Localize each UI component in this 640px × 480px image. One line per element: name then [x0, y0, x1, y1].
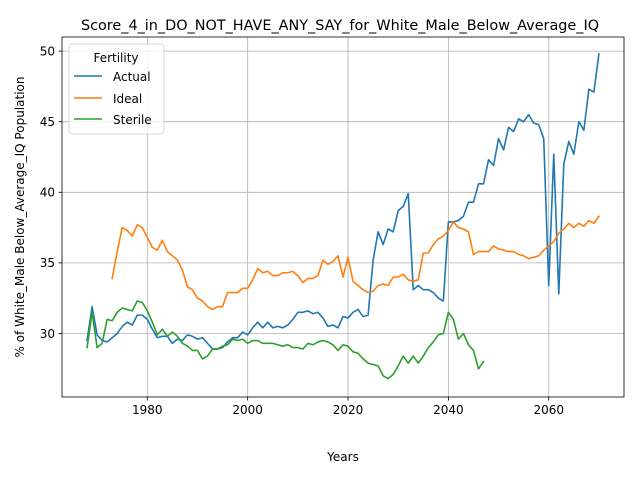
legend-entry-sterile: Sterile [113, 113, 152, 127]
series-line-ideal [111, 215, 601, 311]
legend-title: Fertility [93, 51, 138, 65]
legend-entry-ideal: Ideal [113, 92, 142, 106]
plot-frame [61, 36, 625, 398]
y-axis-label: % of White_Male Below_Average_IQ Populat… [13, 77, 27, 358]
y-tick-label: 40 [40, 186, 55, 200]
chart-title: Score_4_in_DO_NOT_HAVE_ANY_SAY_for_White… [81, 18, 599, 34]
x-axis-label: Years [326, 450, 359, 464]
x-tick-label: 1980 [132, 403, 163, 417]
x-tick-label: 2020 [333, 403, 364, 417]
series-line-actual [86, 53, 600, 350]
x-axis: 1980 2000 2020 2040 2060 [132, 397, 564, 417]
x-tick-label: 2040 [433, 403, 464, 417]
legend-box [68, 43, 165, 135]
y-axis: 30 35 40 45 50 [40, 44, 62, 341]
x-tick-label: 2000 [232, 403, 263, 417]
x-tick-label: 2060 [533, 403, 564, 417]
legend: Fertility Actual Ideal Sterile [68, 43, 165, 135]
y-tick-label: 30 [40, 327, 55, 341]
y-tick-label: 35 [40, 256, 55, 270]
y-tick-label: 45 [40, 115, 55, 129]
legend-entry-actual: Actual [113, 70, 151, 84]
series-layer [86, 53, 601, 380]
y-tick-label: 50 [40, 44, 55, 58]
series-line-sterile [86, 300, 485, 380]
